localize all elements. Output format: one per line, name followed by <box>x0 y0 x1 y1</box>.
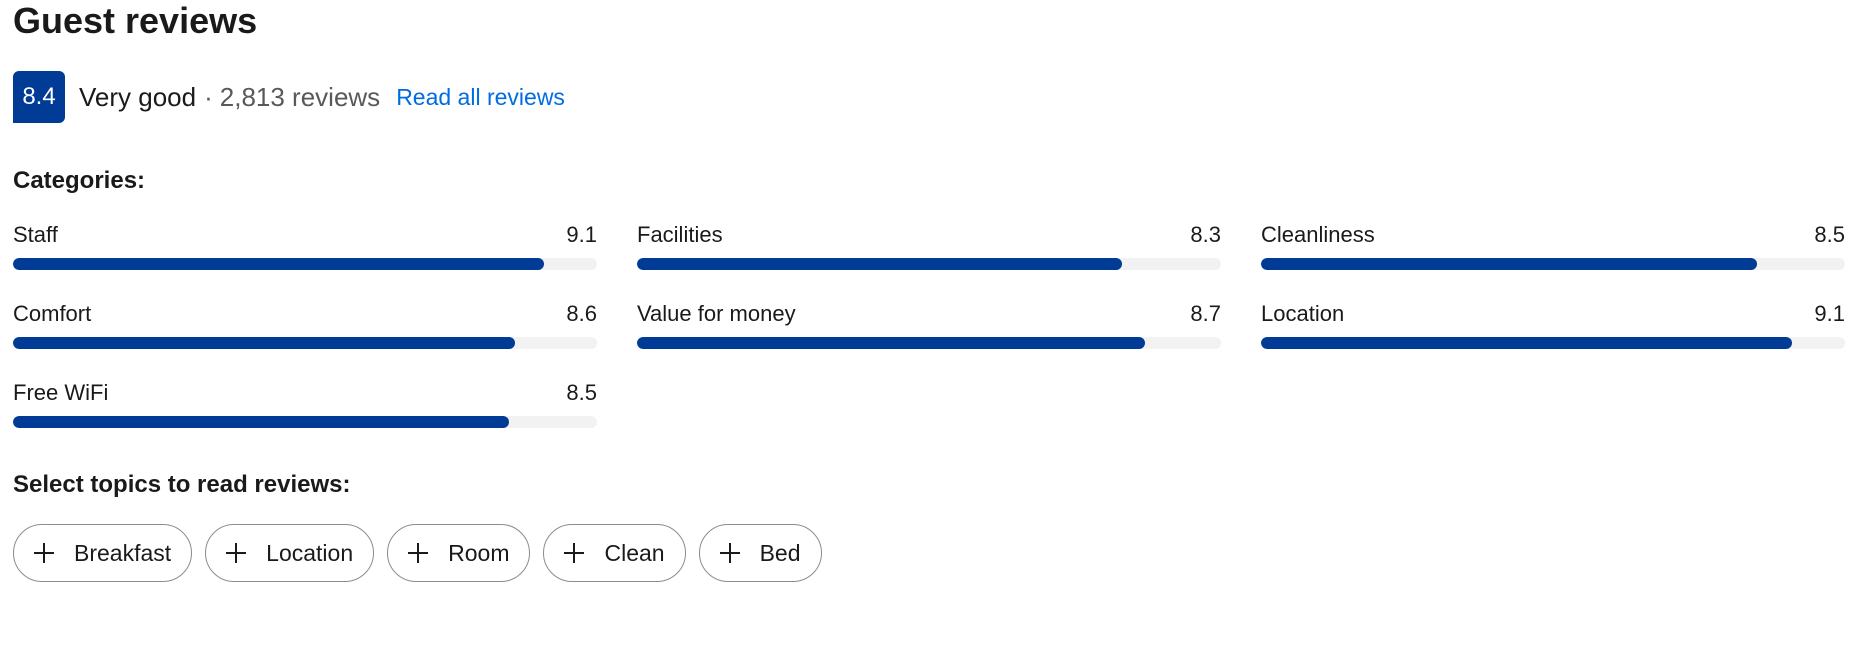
score-bar-fill <box>13 416 510 428</box>
category-score: 8.5 <box>566 380 597 405</box>
topic-chip-breakfast[interactable]: Breakfast <box>13 524 193 582</box>
topic-chip-bed[interactable]: Bed <box>698 524 822 582</box>
category-score: 9.1 <box>566 222 597 247</box>
plus-icon <box>406 541 430 565</box>
score-bar-fill <box>1261 337 1793 349</box>
categories-grid: Staff 9.1 Facilities 8.3 Cleanliness 8.5 <box>13 222 1853 428</box>
category-staff: Staff 9.1 <box>13 222 597 270</box>
categories-heading: Categories: <box>13 167 146 194</box>
read-all-reviews-link[interactable]: Read all reviews <box>396 83 565 110</box>
category-comfort: Comfort 8.6 <box>13 301 597 349</box>
score-bar-track <box>13 337 597 349</box>
topic-chip-label: Breakfast <box>74 539 172 566</box>
category-name: Cleanliness <box>1261 222 1375 247</box>
plus-icon <box>32 541 56 565</box>
plus-icon <box>718 541 742 565</box>
review-summary: 8.4 Very good · 2,813 reviews Read all r… <box>13 71 1853 123</box>
score-bar-track <box>13 258 597 270</box>
score-bar-track <box>1261 258 1845 270</box>
plus-icon <box>562 541 586 565</box>
category-facilities: Facilities 8.3 <box>637 222 1221 270</box>
review-count: 2,813 reviews <box>219 81 381 112</box>
topic-chip-clean[interactable]: Clean <box>543 524 686 582</box>
score-bar-fill <box>1261 258 1758 270</box>
guest-reviews-section: Guest reviews 8.4 Very good · 2,813 revi… <box>13 0 1853 582</box>
score-bar-track <box>637 258 1221 270</box>
topic-chip-label: Bed <box>759 539 801 566</box>
category-value-for-money: Value for money 8.7 <box>637 301 1221 349</box>
topic-chip-label: Clean <box>604 539 665 566</box>
category-free-wifi: Free WiFi 8.5 <box>13 380 597 428</box>
topic-chips: Breakfast Location Room Clean Bed <box>13 524 1853 582</box>
score-bar-track <box>13 416 597 428</box>
topics-heading: Select topics to read reviews: <box>13 471 351 498</box>
rating-word: Very good <box>79 81 197 112</box>
topic-chip-label: Room <box>448 539 510 566</box>
category-cleanliness: Cleanliness 8.5 <box>1261 222 1845 270</box>
topic-chip-location[interactable]: Location <box>205 524 375 582</box>
category-name: Free WiFi <box>13 380 109 405</box>
score-bar-fill <box>13 337 516 349</box>
plus-icon <box>224 541 248 565</box>
score-bar-fill <box>13 258 545 270</box>
category-name: Location <box>1261 301 1345 326</box>
category-score: 8.5 <box>1814 222 1845 247</box>
category-name: Facilities <box>637 222 723 247</box>
topic-chip-label: Location <box>266 539 354 566</box>
separator-dot: · <box>204 81 213 112</box>
category-location: Location 9.1 <box>1261 301 1845 349</box>
score-bar-fill <box>637 258 1122 270</box>
topic-chip-room[interactable]: Room <box>387 524 531 582</box>
score-bar-track <box>637 337 1221 349</box>
category-name: Comfort <box>13 301 92 326</box>
category-score: 8.7 <box>1190 301 1221 326</box>
score-badge: 8.4 <box>13 71 65 123</box>
score-bar-fill <box>637 337 1146 349</box>
page-title: Guest reviews <box>13 0 258 41</box>
category-score: 8.6 <box>566 301 597 326</box>
category-score: 9.1 <box>1814 301 1845 326</box>
category-name: Value for money <box>637 301 796 326</box>
score-bar-track <box>1261 337 1845 349</box>
category-score: 8.3 <box>1190 222 1221 247</box>
category-name: Staff <box>13 222 58 247</box>
